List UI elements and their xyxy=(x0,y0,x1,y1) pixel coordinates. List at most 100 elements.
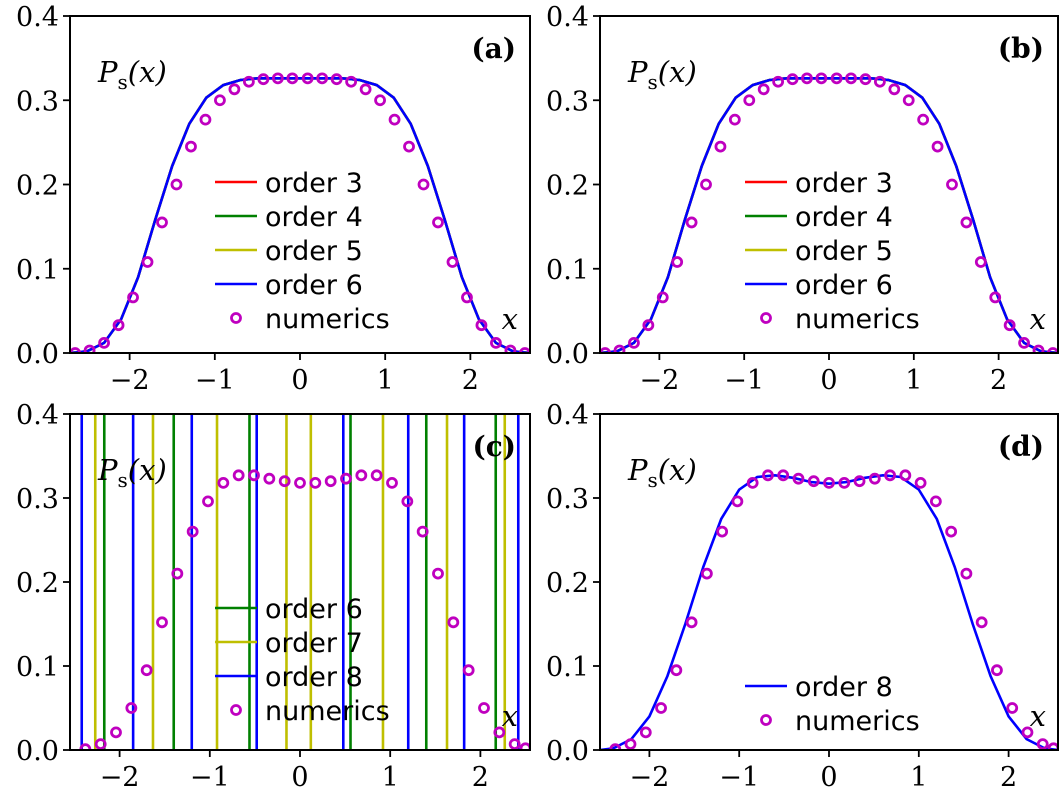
data-point xyxy=(899,469,912,482)
y-tick-label: 0.1 xyxy=(546,255,589,286)
data-point xyxy=(83,344,96,353)
y-axis-label-arg: (x) xyxy=(128,453,167,487)
data-point xyxy=(777,469,790,482)
data-point xyxy=(94,738,107,750)
data-point xyxy=(873,75,886,88)
y-tick-label: 0.2 xyxy=(546,568,589,599)
y-axis-label-main: P xyxy=(97,55,118,89)
legend-marker xyxy=(760,714,772,726)
data-point xyxy=(823,476,835,489)
x-tick-label: 1 xyxy=(382,762,399,793)
data-point xyxy=(716,525,729,538)
data-point xyxy=(355,469,368,482)
data-point xyxy=(960,216,973,229)
data-point xyxy=(112,319,125,332)
legend-label: order 4 xyxy=(795,202,893,233)
data-point xyxy=(70,347,82,353)
data-point xyxy=(271,72,284,85)
data-point xyxy=(685,616,698,629)
series-line xyxy=(600,77,1058,353)
x-tick-label: −2 xyxy=(110,365,150,396)
x-tick-label: 2 xyxy=(472,762,489,793)
data-point xyxy=(401,495,414,508)
data-point xyxy=(156,216,168,229)
data-point xyxy=(1021,726,1034,739)
series-line xyxy=(600,473,1058,750)
data-point xyxy=(386,476,398,489)
y-tick-label: 0.3 xyxy=(16,484,59,515)
data-point xyxy=(757,83,770,96)
data-point xyxy=(359,83,372,96)
data-point xyxy=(714,140,727,153)
data-point xyxy=(731,495,744,508)
y-tick-label: 0.1 xyxy=(16,255,59,286)
data-point xyxy=(403,140,415,153)
data-point xyxy=(685,216,698,229)
data-point xyxy=(186,525,199,538)
series-line xyxy=(70,77,530,353)
y-axis-label: Ps(x) xyxy=(627,55,697,94)
data-point xyxy=(792,472,805,485)
data-point xyxy=(946,178,958,191)
data-point xyxy=(257,73,270,86)
data-point xyxy=(1032,344,1045,353)
data-point xyxy=(388,113,401,126)
data-point xyxy=(370,469,383,482)
data-point xyxy=(1018,336,1030,349)
y-tick-label: 0.0 xyxy=(546,736,589,767)
data-point xyxy=(960,567,973,580)
data-point xyxy=(263,472,276,485)
data-point xyxy=(170,178,183,191)
data-point xyxy=(888,83,901,96)
data-point xyxy=(475,319,488,332)
legend-label: order 6 xyxy=(265,594,363,625)
data-point xyxy=(762,469,774,482)
data-point xyxy=(202,495,214,508)
y-tick-label: 0.4 xyxy=(16,400,59,431)
y-axis-label-arg: (x) xyxy=(128,55,167,89)
y-tick-label: 0.1 xyxy=(546,652,589,683)
data-point xyxy=(232,469,245,482)
data-point xyxy=(929,495,942,508)
data-point xyxy=(868,472,881,485)
data-point xyxy=(478,702,490,714)
data-point xyxy=(728,113,741,126)
plot-area xyxy=(600,72,1058,353)
data-point xyxy=(248,469,260,482)
x-axis-label: x xyxy=(1030,699,1046,733)
data-point xyxy=(278,475,291,488)
y-tick-label: 0.2 xyxy=(546,171,589,202)
data-point xyxy=(656,291,669,304)
data-point xyxy=(504,344,517,353)
y-axis-label-sub: s xyxy=(118,468,128,492)
data-point xyxy=(301,72,314,85)
x-tick-label: 2 xyxy=(1000,762,1017,793)
legend-label: order 3 xyxy=(265,168,363,199)
y-axis-label: Ps(x) xyxy=(97,55,167,94)
x-tick-label: 1 xyxy=(905,365,922,396)
data-point xyxy=(931,140,944,153)
data-point xyxy=(447,616,460,629)
data-point xyxy=(991,664,1003,677)
panel-label: (a) xyxy=(471,32,516,65)
x-axis-label: x xyxy=(502,302,518,336)
data-point xyxy=(1006,702,1019,714)
x-tick-label: −1 xyxy=(724,365,764,396)
data-point xyxy=(228,83,241,96)
y-axis-label-arg: (x) xyxy=(658,55,697,89)
data-point xyxy=(156,616,168,629)
legend-label: order 5 xyxy=(795,236,893,267)
data-point xyxy=(432,567,444,580)
y-axis-label: Ps(x) xyxy=(627,453,697,492)
y-axis-label-sub: s xyxy=(648,70,658,94)
y-tick-label: 0.0 xyxy=(16,339,59,370)
data-point xyxy=(639,726,652,739)
data-point xyxy=(125,702,138,714)
data-point xyxy=(743,94,756,107)
y-axis-label-main: P xyxy=(627,453,648,487)
y-tick-label: 0.3 xyxy=(546,86,589,117)
y-tick-label: 0.4 xyxy=(546,400,589,431)
legend-label: numerics xyxy=(265,696,390,727)
